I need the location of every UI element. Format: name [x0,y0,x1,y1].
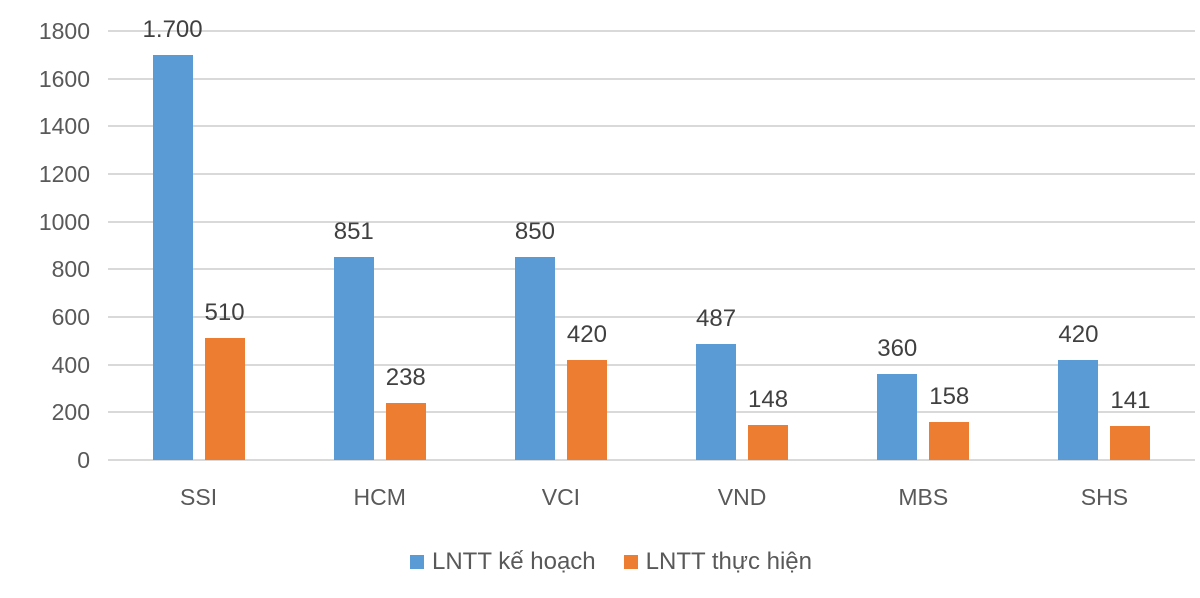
y-tick-label: 400 [51,351,90,378]
y-tick-label: 600 [51,304,90,330]
y-tick-label: 1400 [38,113,90,140]
gridline [108,268,1195,271]
y-tick-label: 1800 [38,18,90,44]
bar-vnd-actual [748,424,789,460]
data-label: 141 [1110,387,1151,415]
x-category-label: VCI [541,484,581,510]
bar-vnd-plan [696,343,737,460]
gridline [108,411,1195,414]
gridline [108,316,1195,318]
legend-swatch-actual [623,555,638,569]
legend-item-plan: LNTT kế hoạch [410,548,596,576]
bar-mbs-plan [877,374,918,460]
legend-swatch-plan [410,555,424,569]
y-tick-label: 0 [77,447,90,473]
bar-hcm-actual [385,403,426,460]
bar-vci-actual [566,359,607,460]
data-label: 487 [696,304,737,332]
bar-ssi-actual [204,338,245,460]
gridline [108,125,1195,128]
gridline [108,363,1195,366]
data-label: 158 [929,383,970,411]
legend-item-actual: LNTT thực hiện [623,548,812,576]
y-tick-label: 1000 [38,208,90,235]
x-category-label: SSI [180,484,218,510]
data-label: 360 [877,335,918,363]
x-category-label: MBS [898,484,949,510]
x-category-label: SHS [1080,484,1129,510]
y-tick-label: 1200 [38,161,90,187]
data-label: 1.700 [142,15,203,43]
data-label: 851 [333,218,374,246]
x-category-label: HCM [353,484,406,510]
legend: LNTT kế hoạch LNTT thực hiện [410,548,812,576]
bar-vci-plan [514,257,555,460]
legend-label-actual: LNTT thực hiện [645,548,812,575]
data-label: 510 [204,299,245,327]
data-label: 148 [748,385,789,413]
gridline [108,220,1195,223]
data-label: 238 [385,364,426,392]
bar-mbs-actual [929,422,970,460]
bar-ssi-plan [152,54,193,460]
legend-label-plan: LNTT kế hoạch [432,548,596,575]
gridline [108,173,1195,175]
bar-hcm-plan [333,257,374,460]
gridline [108,30,1195,32]
bar-shs-actual [1110,426,1151,460]
x-category-label: VND [717,484,767,510]
gridline [108,77,1195,80]
y-tick-label: 200 [51,399,90,426]
bar-shs-plan [1058,359,1099,460]
gridline [108,459,1195,461]
y-tick-label: 1600 [38,65,90,92]
data-label: 420 [1058,320,1099,348]
data-label: 850 [514,218,555,246]
data-label: 420 [566,320,607,348]
y-tick-label: 800 [51,256,90,283]
